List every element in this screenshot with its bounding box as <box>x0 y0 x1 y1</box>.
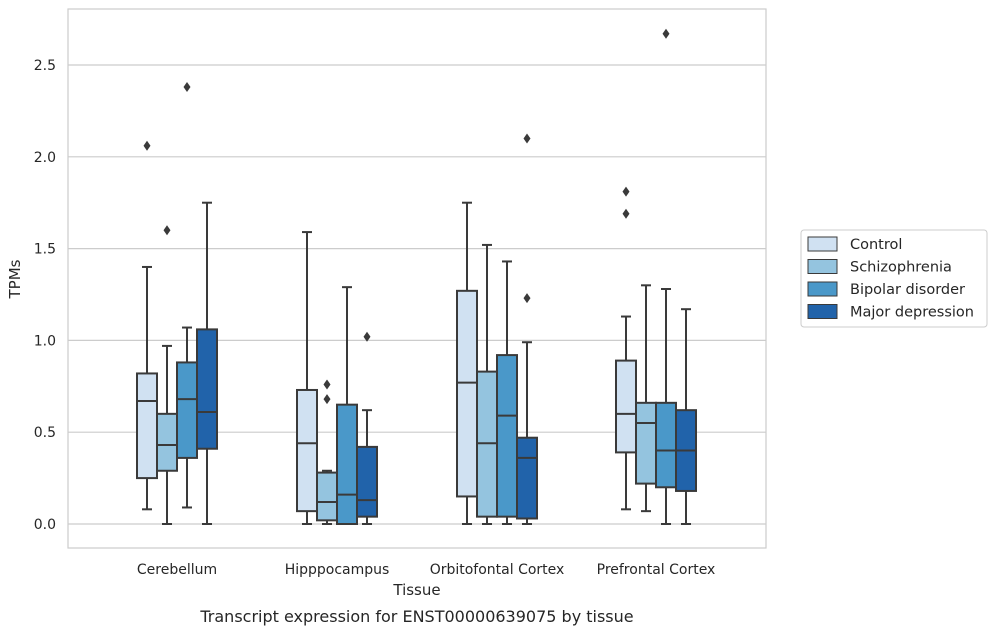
iqr-box <box>516 436 538 520</box>
chart-caption: Transcript expression for ENST0000063907… <box>199 607 633 626</box>
x-tick-label: Cerebellum <box>137 562 217 578</box>
box-schizophrenia <box>156 225 178 525</box>
legend-swatch <box>807 304 838 319</box>
y-axis-label: TPMs <box>6 259 24 299</box>
box-schizophrenia <box>476 243 498 525</box>
y-tick-label: 2.5 <box>34 58 56 74</box>
iqr-box <box>615 359 637 454</box>
iqr-box <box>456 289 478 498</box>
outlier-point <box>622 186 630 197</box>
x-tick-label: Prefrontal Cortex <box>597 562 716 578</box>
box-schizophrenia <box>635 284 657 513</box>
y-tick-label: 1.5 <box>34 242 56 258</box>
outlier-point <box>183 82 191 93</box>
box-control <box>456 201 478 525</box>
iqr-box <box>356 445 378 518</box>
iqr-box <box>336 403 358 525</box>
outlier-point <box>622 208 630 219</box>
legend-swatch <box>807 281 838 297</box>
legend-frame <box>800 229 988 328</box>
iqr-box <box>296 388 318 513</box>
outlier-point <box>323 394 331 405</box>
legend-label: Schizophrenia <box>850 260 952 276</box>
box-major-depression <box>196 201 218 525</box>
box-control <box>296 231 318 525</box>
outlier-point <box>143 140 151 151</box>
y-tick-label: 0.5 <box>34 425 56 441</box>
iqr-box <box>196 328 218 450</box>
legend: Control Schizophrenia Bipolar disorder Majo… <box>800 229 988 328</box>
box-major-depression <box>675 308 697 525</box>
x-tick-label: Hipppocampus <box>285 562 390 578</box>
outlier-point <box>323 379 331 390</box>
iqr-box <box>496 354 518 518</box>
x-tick-labels: Cerebellum Hipppocampus Orbitofontal Corte… <box>137 562 715 578</box>
y-tick-labels: 0.0 0.5 1.0 1.5 2.0 2.5 <box>34 58 56 533</box>
box-control <box>136 140 158 511</box>
x-axis-label: Tissue <box>392 581 440 599</box>
legend-swatch <box>807 259 838 274</box>
box-control <box>615 186 637 511</box>
box-major-depression <box>516 133 538 525</box>
outlier-point <box>523 133 531 144</box>
outlier-point <box>523 293 531 304</box>
y-tick-label: 0.0 <box>34 517 56 533</box>
outlier-point <box>163 225 171 236</box>
y-tick-label: 2.0 <box>34 150 56 166</box>
legend-label: Bipolar disorder <box>850 282 965 298</box>
box-bipolar-disorder <box>655 28 677 525</box>
iqr-box <box>176 361 198 459</box>
iqr-box <box>655 401 677 489</box>
iqr-box <box>316 471 338 522</box>
x-tick-label: Orbitofontal Cortex <box>430 562 565 578</box>
iqr-box <box>635 401 657 485</box>
legend-label: Major depression <box>850 305 974 321</box>
boxes <box>136 28 697 525</box>
box-schizophrenia <box>316 379 338 525</box>
y-tick-label: 1.0 <box>34 333 56 349</box>
box-bipolar-disorder <box>336 286 358 525</box>
box-bipolar-disorder <box>496 260 518 525</box>
iqr-box <box>136 372 158 480</box>
outlier-point <box>662 28 670 39</box>
plot-area-frame <box>67 8 767 549</box>
legend-label: Control <box>850 237 902 253</box>
iqr-box <box>156 412 178 472</box>
legend-swatch <box>807 236 838 252</box>
outlier-point <box>363 331 371 342</box>
box-major-depression <box>356 331 378 525</box>
box-bipolar-disorder <box>176 82 198 509</box>
